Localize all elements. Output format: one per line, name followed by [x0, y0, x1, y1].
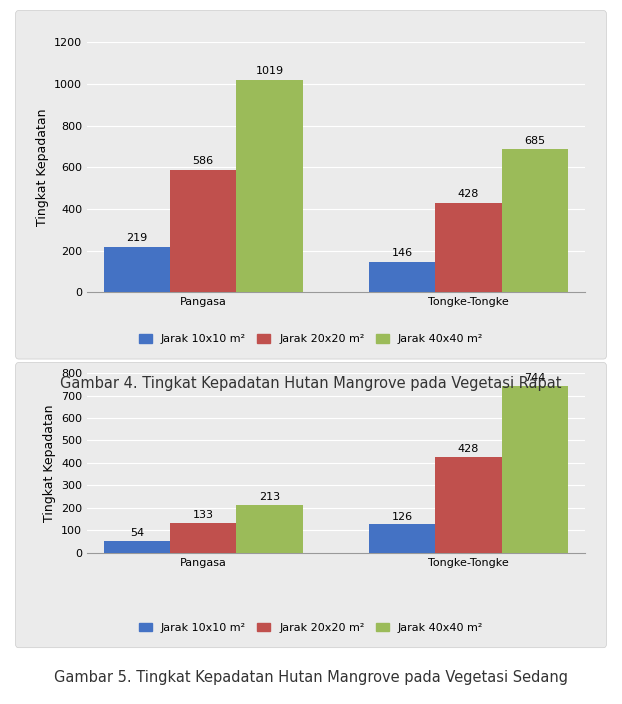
Bar — [104, 246, 170, 292]
Legend: Jarak 10x10 m², Jarak 20x20 m², Jarak 40x40 m²: Jarak 10x10 m², Jarak 20x20 m², Jarak 40… — [134, 618, 488, 637]
Bar — [502, 386, 568, 553]
Text: 586: 586 — [193, 156, 214, 166]
Bar — [170, 523, 236, 553]
Text: 428: 428 — [458, 189, 480, 199]
Text: 428: 428 — [458, 444, 480, 454]
Text: Gambar 5. Tingkat Kepadatan Hutan Mangrove pada Vegetasi Sedang: Gambar 5. Tingkat Kepadatan Hutan Mangro… — [54, 670, 568, 685]
Text: 213: 213 — [259, 492, 280, 502]
Bar — [435, 203, 502, 292]
Y-axis label: Tingkat Kepadatan: Tingkat Kepadatan — [35, 108, 49, 226]
Text: 744: 744 — [524, 373, 545, 383]
Bar — [236, 80, 303, 292]
Legend: Jarak 10x10 m², Jarak 20x20 m², Jarak 40x40 m²: Jarak 10x10 m², Jarak 20x20 m², Jarak 40… — [134, 329, 488, 348]
Bar — [170, 170, 236, 292]
Text: 133: 133 — [193, 510, 214, 520]
Text: 126: 126 — [392, 512, 413, 522]
Text: 54: 54 — [130, 528, 144, 538]
Bar — [369, 262, 435, 292]
Y-axis label: Tingkat Kepadatan: Tingkat Kepadatan — [42, 404, 55, 522]
Text: Gambar 4. Tingkat Kepadatan Hutan Mangrove pada Vegetasi Rapat: Gambar 4. Tingkat Kepadatan Hutan Mangro… — [60, 376, 562, 391]
Text: 146: 146 — [392, 248, 413, 258]
Bar — [435, 457, 502, 553]
Text: 1019: 1019 — [256, 66, 284, 76]
Bar — [502, 149, 568, 292]
Bar — [104, 541, 170, 553]
Bar — [369, 524, 435, 553]
Text: 685: 685 — [524, 136, 545, 146]
Bar — [236, 505, 303, 553]
Text: 219: 219 — [126, 233, 147, 243]
